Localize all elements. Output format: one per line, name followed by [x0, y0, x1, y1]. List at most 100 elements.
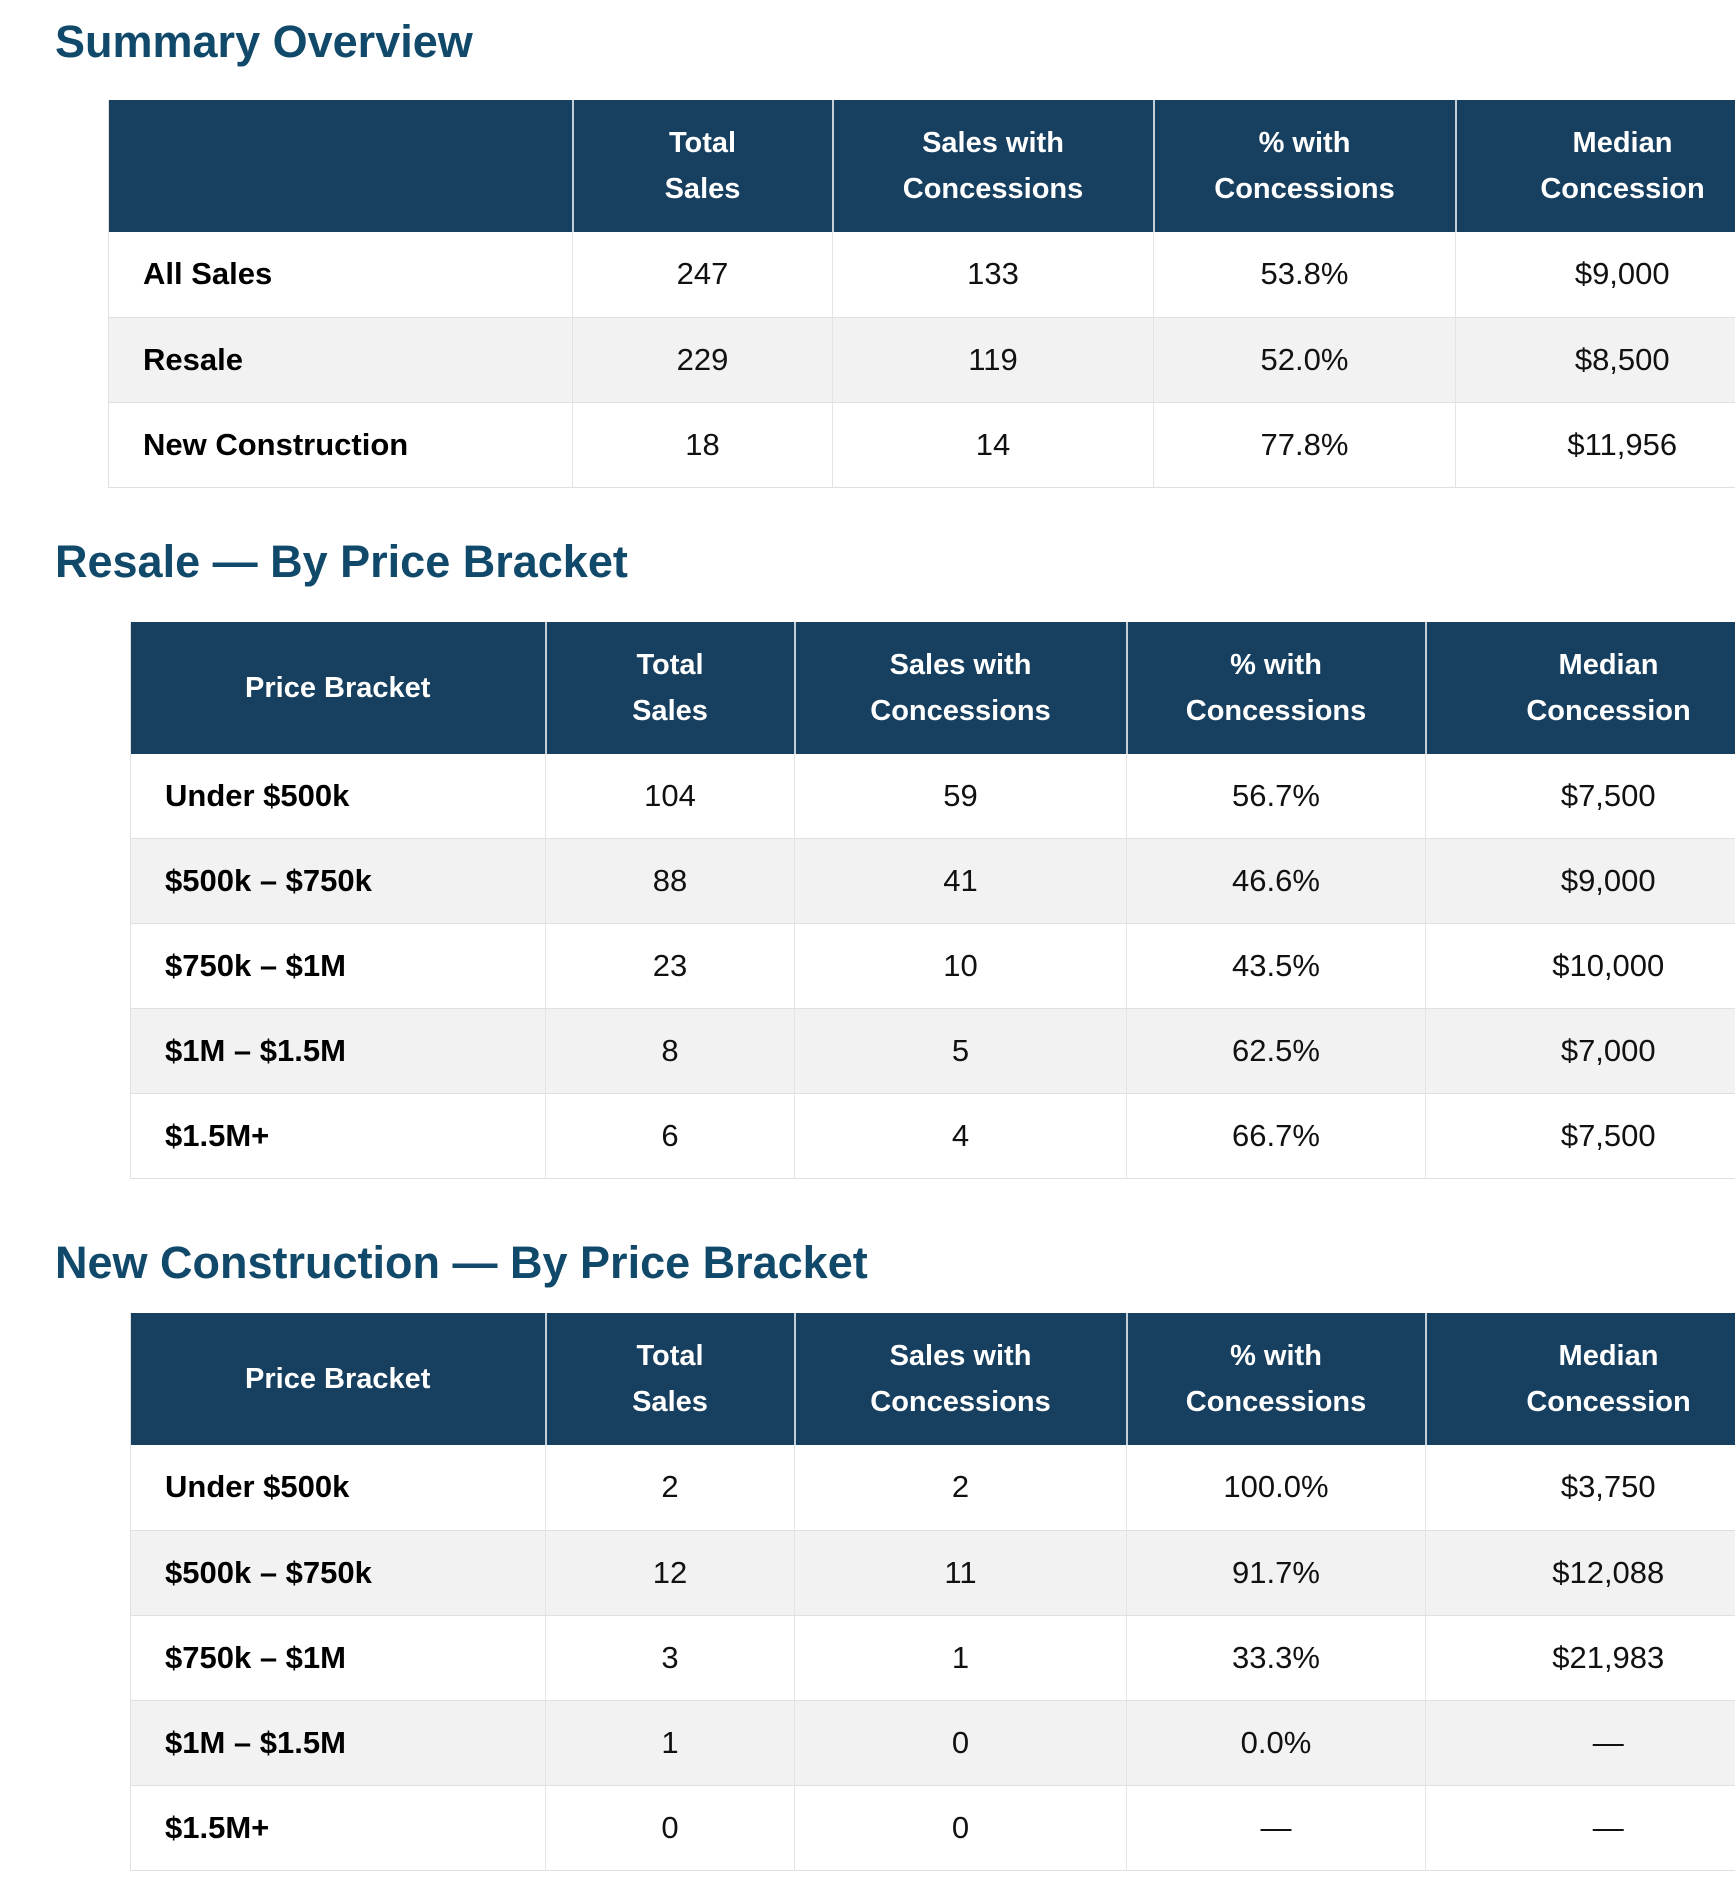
- cell-sales-with-concessions: 59: [794, 753, 1127, 839]
- cell-median-concession: $8,500: [1455, 317, 1735, 402]
- column-header-sales-with-concessions: Sales with Concessions: [831, 100, 1154, 232]
- column-header-pct-with-concessions: % with Concessions: [1125, 1313, 1426, 1445]
- table-row-1-5m-plus: $1.5M+ 6 4 66.7% $7,500: [130, 1093, 1735, 1179]
- column-header-total-sales: Total Sales: [544, 621, 795, 754]
- cell-median-concession: $9,000: [1455, 232, 1735, 317]
- table-row-750k-1m: $750k – $1M 23 10 43.5% $10,000: [130, 923, 1735, 1009]
- row-label: $1M – $1.5M: [165, 1033, 346, 1068]
- table-row-1-5m-plus: $1.5M+ 0 0 — —: [130, 1785, 1735, 1870]
- column-header-total-sales: Total Sales: [544, 1313, 795, 1445]
- column-header-blank: [108, 100, 573, 232]
- cell-sales-with-concessions: 5: [794, 1008, 1127, 1094]
- cell-total-sales: 229: [572, 317, 833, 402]
- cell-total-sales: 3: [545, 1615, 795, 1700]
- row-label: $1.5M+: [165, 1809, 270, 1845]
- cell-total-sales: 8: [545, 1008, 795, 1094]
- cell-pct-with-concessions: —: [1126, 1785, 1426, 1870]
- cell-median-concession: $10,000: [1425, 923, 1735, 1009]
- cell-total-sales: 6: [545, 1093, 795, 1179]
- cell-pct-with-concessions: 77.8%: [1153, 402, 1456, 487]
- cell-sales-with-concessions: 2: [794, 1445, 1127, 1530]
- cell-median-concession: $9,000: [1425, 838, 1735, 924]
- cell-median-concession: —: [1425, 1785, 1735, 1870]
- cell-median-concession: $3,750: [1425, 1445, 1735, 1530]
- cell-median-concession: $7,500: [1425, 1093, 1735, 1179]
- cell-sales-with-concessions: 1: [794, 1615, 1127, 1700]
- column-header-pct-with-concessions: % with Concessions: [1125, 621, 1426, 754]
- cell-sales-with-concessions: 41: [794, 838, 1127, 924]
- cell-total-sales: 0: [545, 1785, 795, 1870]
- new-construction-by-price-bracket-table: Price Bracket Total Sales Sales with Conce…: [130, 1313, 1735, 1871]
- column-header-sales-with-concessions: Sales with Concessions: [793, 621, 1127, 754]
- column-header-sales-with-concessions: Sales with Concessions: [793, 1313, 1127, 1445]
- cell-sales-with-concessions: 119: [832, 317, 1154, 402]
- column-header-median-concession: Median Concession: [1424, 1313, 1735, 1445]
- cell-median-concession: —: [1425, 1700, 1735, 1785]
- cell-total-sales: 88: [545, 838, 795, 924]
- cell-median-concession: $21,983: [1425, 1615, 1735, 1700]
- row-label: All Sales: [143, 256, 273, 292]
- new-construction-header-row: Price Bracket Total Sales Sales with Conce…: [130, 1313, 1735, 1445]
- column-header-total-sales: Total Sales: [571, 100, 833, 232]
- table-row-under-500k: Under $500k 2 2 100.0% $3,750: [130, 1445, 1735, 1530]
- cell-total-sales: 104: [545, 753, 795, 839]
- table-row-1m-1-5m: $1M – $1.5M 1 0 0.0% —: [130, 1700, 1735, 1785]
- cell-pct-with-concessions: 91.7%: [1126, 1530, 1426, 1615]
- table-row-all-sales: All Sales 247 133 53.8% $9,000: [108, 232, 1735, 317]
- cell-pct-with-concessions: 46.6%: [1126, 838, 1426, 924]
- column-header-median-concession: Median Concession: [1454, 100, 1735, 232]
- summary-header-row: Total Sales Sales with Concessions % with C…: [108, 100, 1735, 232]
- resale-by-price-bracket-table: Price Bracket Total Sales Sales with Conce…: [130, 621, 1735, 1179]
- row-label: Under $500k: [165, 777, 350, 813]
- cell-pct-with-concessions: 66.7%: [1126, 1093, 1426, 1179]
- row-label: $1.5M+: [165, 1118, 270, 1153]
- cell-median-concession: $11,956: [1455, 402, 1735, 487]
- table-row-750k-1m: $750k – $1M 3 1 33.3% $21,983: [130, 1615, 1735, 1700]
- row-label: Resale: [143, 341, 243, 377]
- cell-pct-with-concessions: 33.3%: [1126, 1615, 1426, 1700]
- cell-sales-with-concessions: 10: [794, 923, 1127, 1009]
- row-label: $500k – $750k: [165, 863, 372, 898]
- resale-header-row: Price Bracket Total Sales Sales with Conce…: [130, 621, 1735, 754]
- cell-total-sales: 23: [545, 923, 795, 1009]
- cell-sales-with-concessions: 11: [794, 1530, 1127, 1615]
- table-row-500k-750k: $500k – $750k 12 11 91.7% $12,088: [130, 1530, 1735, 1615]
- cell-total-sales: 2: [545, 1445, 795, 1530]
- cell-sales-with-concessions: 14: [832, 402, 1154, 487]
- summary-overview-table: Total Sales Sales with Concessions % with C…: [108, 100, 1735, 488]
- table-row-under-500k: Under $500k 104 59 56.7% $7,500: [130, 753, 1735, 839]
- table-row-new-construction: New Construction 18 14 77.8% $11,956: [108, 402, 1735, 487]
- cell-total-sales: 18: [572, 402, 833, 487]
- page-title-resale-by-price-bracket: Resale — By Price Bracket: [55, 535, 628, 587]
- cell-sales-with-concessions: 0: [794, 1785, 1127, 1870]
- cell-sales-with-concessions: 0: [794, 1700, 1127, 1785]
- cell-total-sales: 247: [572, 232, 833, 317]
- row-label: $500k – $750k: [165, 1554, 372, 1590]
- cell-pct-with-concessions: 56.7%: [1126, 753, 1426, 839]
- cell-pct-with-concessions: 100.0%: [1126, 1445, 1426, 1530]
- page-title-summary-overview: Summary Overview: [55, 16, 473, 67]
- column-header-median-concession: Median Concession: [1424, 621, 1735, 754]
- table-row-resale: Resale 229 119 52.0% $8,500: [108, 317, 1735, 402]
- row-label: Under $500k: [165, 1469, 350, 1505]
- page-title-new-construction-by-price-bracket: New Construction — By Price Bracket: [55, 1237, 868, 1288]
- column-header-pct-with-concessions: % with Concessions: [1152, 100, 1456, 232]
- column-header-price-bracket: Price Bracket: [130, 621, 546, 754]
- cell-pct-with-concessions: 52.0%: [1153, 317, 1456, 402]
- table-row-1m-1-5m: $1M – $1.5M 8 5 62.5% $7,000: [130, 1008, 1735, 1094]
- row-label: $750k – $1M: [165, 1639, 346, 1675]
- cell-sales-with-concessions: 4: [794, 1093, 1127, 1179]
- cell-pct-with-concessions: 0.0%: [1126, 1700, 1426, 1785]
- cell-total-sales: 12: [545, 1530, 795, 1615]
- cell-median-concession: $12,088: [1425, 1530, 1735, 1615]
- row-label: New Construction: [143, 426, 409, 462]
- cell-total-sales: 1: [545, 1700, 795, 1785]
- cell-pct-with-concessions: 53.8%: [1153, 232, 1456, 317]
- cell-pct-with-concessions: 43.5%: [1126, 923, 1426, 1009]
- cell-sales-with-concessions: 133: [832, 232, 1154, 317]
- row-label: $1M – $1.5M: [165, 1724, 346, 1760]
- cell-median-concession: $7,000: [1425, 1008, 1735, 1094]
- cell-pct-with-concessions: 62.5%: [1126, 1008, 1426, 1094]
- column-header-price-bracket: Price Bracket: [130, 1313, 546, 1445]
- cell-median-concession: $7,500: [1425, 753, 1735, 839]
